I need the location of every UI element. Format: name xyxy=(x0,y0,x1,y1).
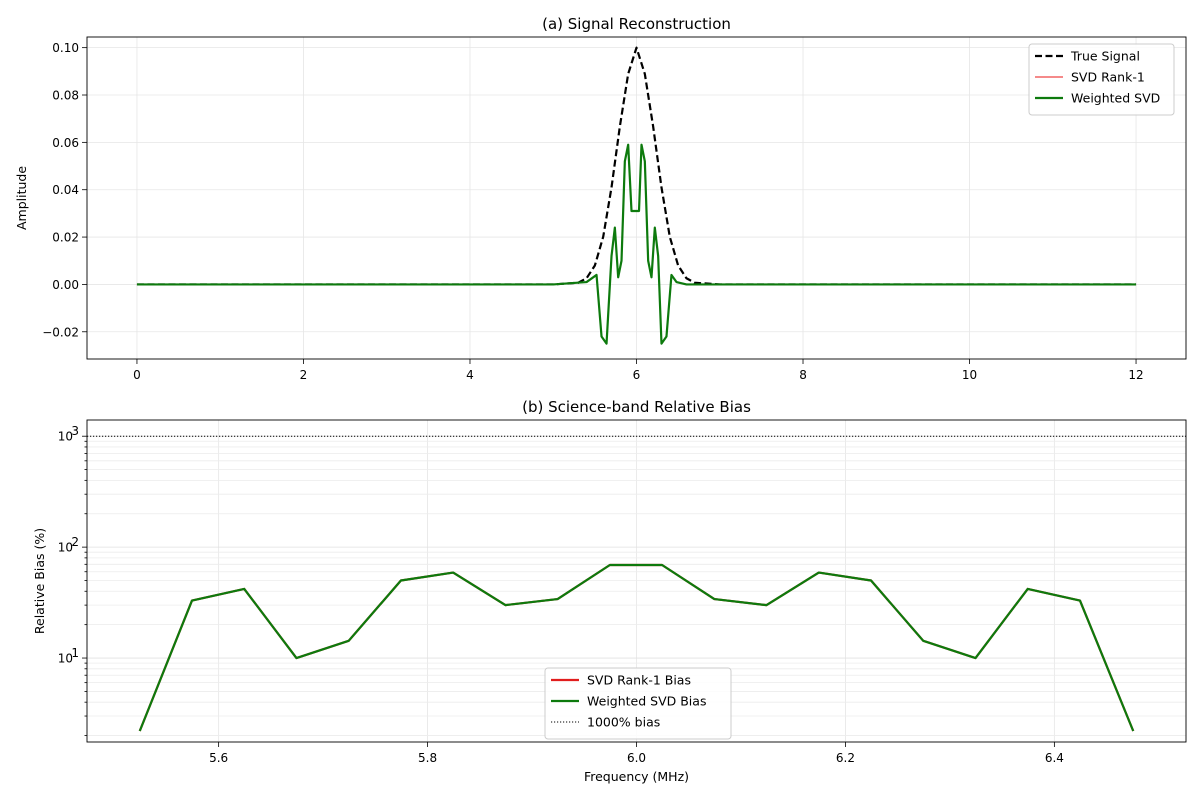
y-tick-label: 0.04 xyxy=(52,183,79,197)
legend: True Signal SVD Rank-1 Weighted SVD xyxy=(1028,43,1175,116)
legend-label: True Signal xyxy=(1070,49,1140,64)
legend-label: 1000% bias xyxy=(587,715,660,730)
x-axis-label: Frequency (MHz) xyxy=(584,769,689,784)
y-tick-label: 0.06 xyxy=(52,136,79,150)
y-tick-exponent: 1 xyxy=(71,646,79,660)
panel-a: 0 2 4 6 8 10 12 −0.02 0.00 0.02 0.04 0.06 0.08 0.10 (a… xyxy=(14,15,1187,382)
x-tick-label: 6 xyxy=(633,368,641,382)
x-tick-label: 6.2 xyxy=(836,751,855,765)
chart-title: (a) Signal Reconstruction xyxy=(542,15,731,33)
series-line-weighted-svd xyxy=(136,143,1137,345)
chart-title: (b) Science-band Relative Bias xyxy=(522,398,751,416)
x-tick-label: 8 xyxy=(799,368,807,382)
series-line-weighted-svd-bias xyxy=(138,563,1135,732)
legend: SVD Rank-1 Bias Weighted SVD Bias 1000% bi… xyxy=(544,667,732,740)
y-tick-label: 0.00 xyxy=(52,278,79,292)
x-tick-label: 0 xyxy=(133,368,141,382)
y-tick-label: 0.08 xyxy=(52,89,79,103)
x-tick-label: 4 xyxy=(466,368,474,382)
y-tick-exponent: 3 xyxy=(71,424,79,438)
legend-label: Weighted SVD Bias xyxy=(587,694,706,709)
y-axis-label: Relative Bias (%) xyxy=(32,528,47,634)
legend-box xyxy=(544,667,732,740)
x-tick-label: 10 xyxy=(962,368,977,382)
x-tick-label: 12 xyxy=(1128,368,1143,382)
x-tick-label: 6.0 xyxy=(627,751,646,765)
legend-label: Weighted SVD xyxy=(1071,91,1160,106)
y-axis-label: Amplitude xyxy=(14,166,29,230)
legend-label: SVD Rank-1 xyxy=(1071,70,1145,85)
x-tick-label: 6.4 xyxy=(1045,751,1064,765)
y-tick-label: 0.02 xyxy=(52,231,79,245)
y-tick-label: −0.02 xyxy=(42,325,79,339)
legend-label: SVD Rank-1 Bias xyxy=(587,673,691,688)
x-tick-label: 2 xyxy=(300,368,308,382)
y-tick-exponent: 2 xyxy=(71,535,79,549)
y-tick-label: 0.10 xyxy=(52,41,79,55)
y-tick-label: 10 xyxy=(58,541,73,555)
y-tick-label: 10 xyxy=(58,430,73,444)
x-tick-label: 5.8 xyxy=(418,751,437,765)
legend-box xyxy=(1028,43,1175,116)
x-tick-label: 5.6 xyxy=(209,751,228,765)
y-tick-label: 10 xyxy=(58,652,73,666)
